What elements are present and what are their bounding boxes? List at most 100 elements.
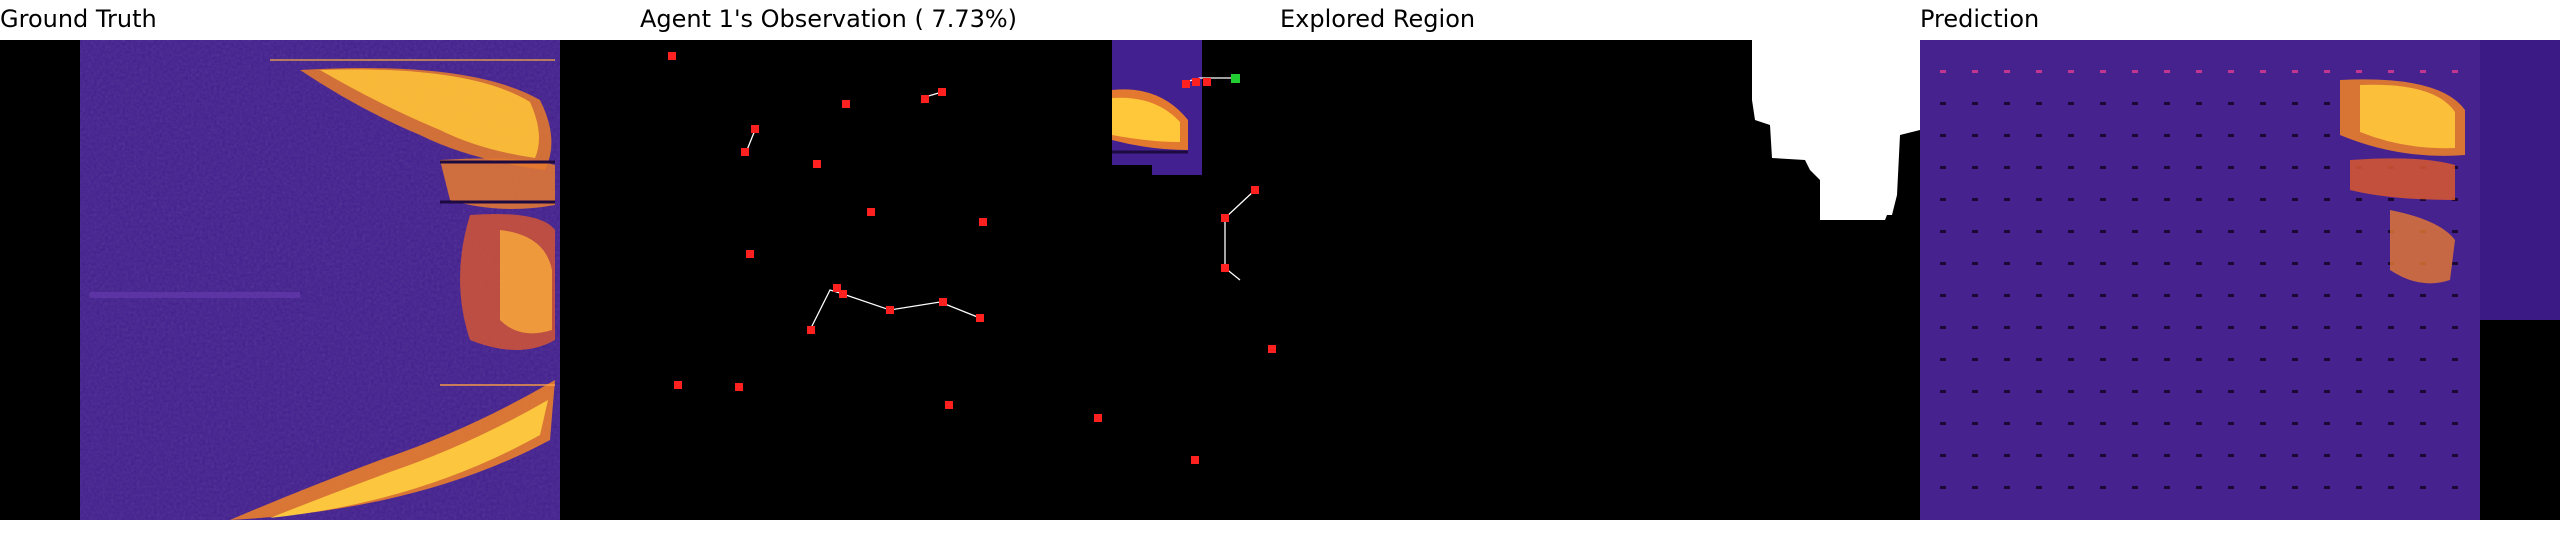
grid-dot xyxy=(2132,166,2138,169)
grid-dot xyxy=(2292,358,2298,361)
grid-dot xyxy=(2164,294,2170,297)
grid-dot xyxy=(2260,262,2266,265)
grid-dot xyxy=(2324,166,2330,169)
grid-dot xyxy=(2420,294,2426,297)
observation-panel xyxy=(640,40,1280,520)
grid-dot xyxy=(2132,134,2138,137)
grid-dot xyxy=(2292,166,2298,169)
grid-dot xyxy=(2420,198,2426,201)
grid-dot xyxy=(2260,198,2266,201)
grid-dot xyxy=(1972,102,1978,105)
red-square-marker xyxy=(807,326,815,334)
grid-dot xyxy=(2036,198,2042,201)
grid-dot xyxy=(2324,294,2330,297)
grid-dot xyxy=(2036,70,2042,73)
trajectory-line xyxy=(1224,189,1256,219)
grid-dot xyxy=(2196,230,2202,233)
grid-dot xyxy=(2004,294,2010,297)
grid-dot xyxy=(2420,422,2426,425)
grid-dot xyxy=(1940,390,1946,393)
red-square-marker xyxy=(839,290,847,298)
grid-dot xyxy=(2292,230,2298,233)
grid-dot xyxy=(2356,70,2362,73)
grid-dot xyxy=(2164,358,2170,361)
grid-dot xyxy=(2004,230,2010,233)
grid-dot xyxy=(2228,326,2234,329)
grid-dot xyxy=(2324,134,2330,137)
grid-dot xyxy=(2196,198,2202,201)
grid-dot xyxy=(2196,358,2202,361)
grid-dot xyxy=(2100,102,2106,105)
grid-dot xyxy=(2164,454,2170,457)
grid-dot xyxy=(2420,70,2426,73)
grid-dot xyxy=(2260,326,2266,329)
grid-dot xyxy=(2004,358,2010,361)
grid-dot xyxy=(2132,358,2138,361)
grid-dot xyxy=(2100,390,2106,393)
grid-dot xyxy=(2164,198,2170,201)
grid-dot xyxy=(2100,326,2106,329)
explored-panel xyxy=(1280,40,1920,520)
grid-dot xyxy=(2100,358,2106,361)
grid-dot xyxy=(2388,326,2394,329)
red-square-marker xyxy=(867,208,875,216)
red-square-marker xyxy=(1094,414,1102,422)
grid-dot xyxy=(2452,230,2458,233)
grid-dot xyxy=(2100,454,2106,457)
grid-dot xyxy=(2420,390,2426,393)
grid-dot xyxy=(1940,102,1946,105)
grid-dot xyxy=(2068,294,2074,297)
grid-dot xyxy=(2356,454,2362,457)
red-square-marker xyxy=(833,284,841,292)
agent-markers xyxy=(668,52,1276,464)
grid-dot xyxy=(2452,358,2458,361)
grid-dot xyxy=(2068,166,2074,169)
grid-dot xyxy=(2388,422,2394,425)
grid-dot xyxy=(2452,326,2458,329)
grid-dot xyxy=(2132,198,2138,201)
grid-dot xyxy=(2036,166,2042,169)
prediction-panel xyxy=(1920,40,2560,520)
grid-dot xyxy=(2004,134,2010,137)
grid-dot xyxy=(2036,390,2042,393)
observed-patch xyxy=(1112,40,1202,190)
grid-dot xyxy=(2324,262,2330,265)
grid-dot xyxy=(2004,102,2010,105)
grid-dot xyxy=(1972,262,1978,265)
grid-dot xyxy=(2228,294,2234,297)
grid-dot xyxy=(2036,230,2042,233)
red-square-marker xyxy=(674,381,682,389)
grid-dot xyxy=(2356,294,2362,297)
red-square-marker xyxy=(668,52,676,60)
grid-dot xyxy=(2356,358,2362,361)
red-square-marker xyxy=(938,88,946,96)
grid-dot xyxy=(2228,230,2234,233)
grid-dot xyxy=(2100,166,2106,169)
grid-dot xyxy=(2260,454,2266,457)
grid-dot xyxy=(2068,454,2074,457)
grid-dot xyxy=(1972,326,1978,329)
grid-dot xyxy=(2292,326,2298,329)
grid-dot xyxy=(2068,230,2074,233)
grid-dot xyxy=(2036,262,2042,265)
grid-dot xyxy=(2292,422,2298,425)
red-square-marker xyxy=(1221,264,1229,272)
grid-dot xyxy=(2452,422,2458,425)
grid-dot xyxy=(2388,198,2394,201)
grid-dot xyxy=(2068,422,2074,425)
red-square-marker xyxy=(1251,186,1259,194)
grid-dot xyxy=(1972,422,1978,425)
grid-dot xyxy=(2164,230,2170,233)
grid-dot xyxy=(1940,486,1946,489)
grid-dot xyxy=(2068,198,2074,201)
grid-dot xyxy=(2228,358,2234,361)
ground-truth-panel xyxy=(0,40,640,520)
grid-dot xyxy=(2260,230,2266,233)
grid-dot xyxy=(1940,230,1946,233)
grid-dot xyxy=(1972,166,1978,169)
grid-dot xyxy=(2036,358,2042,361)
grid-dot xyxy=(2196,134,2202,137)
grid-dot xyxy=(1940,198,1946,201)
grid-dot xyxy=(2452,454,2458,457)
red-square-marker xyxy=(1191,456,1199,464)
